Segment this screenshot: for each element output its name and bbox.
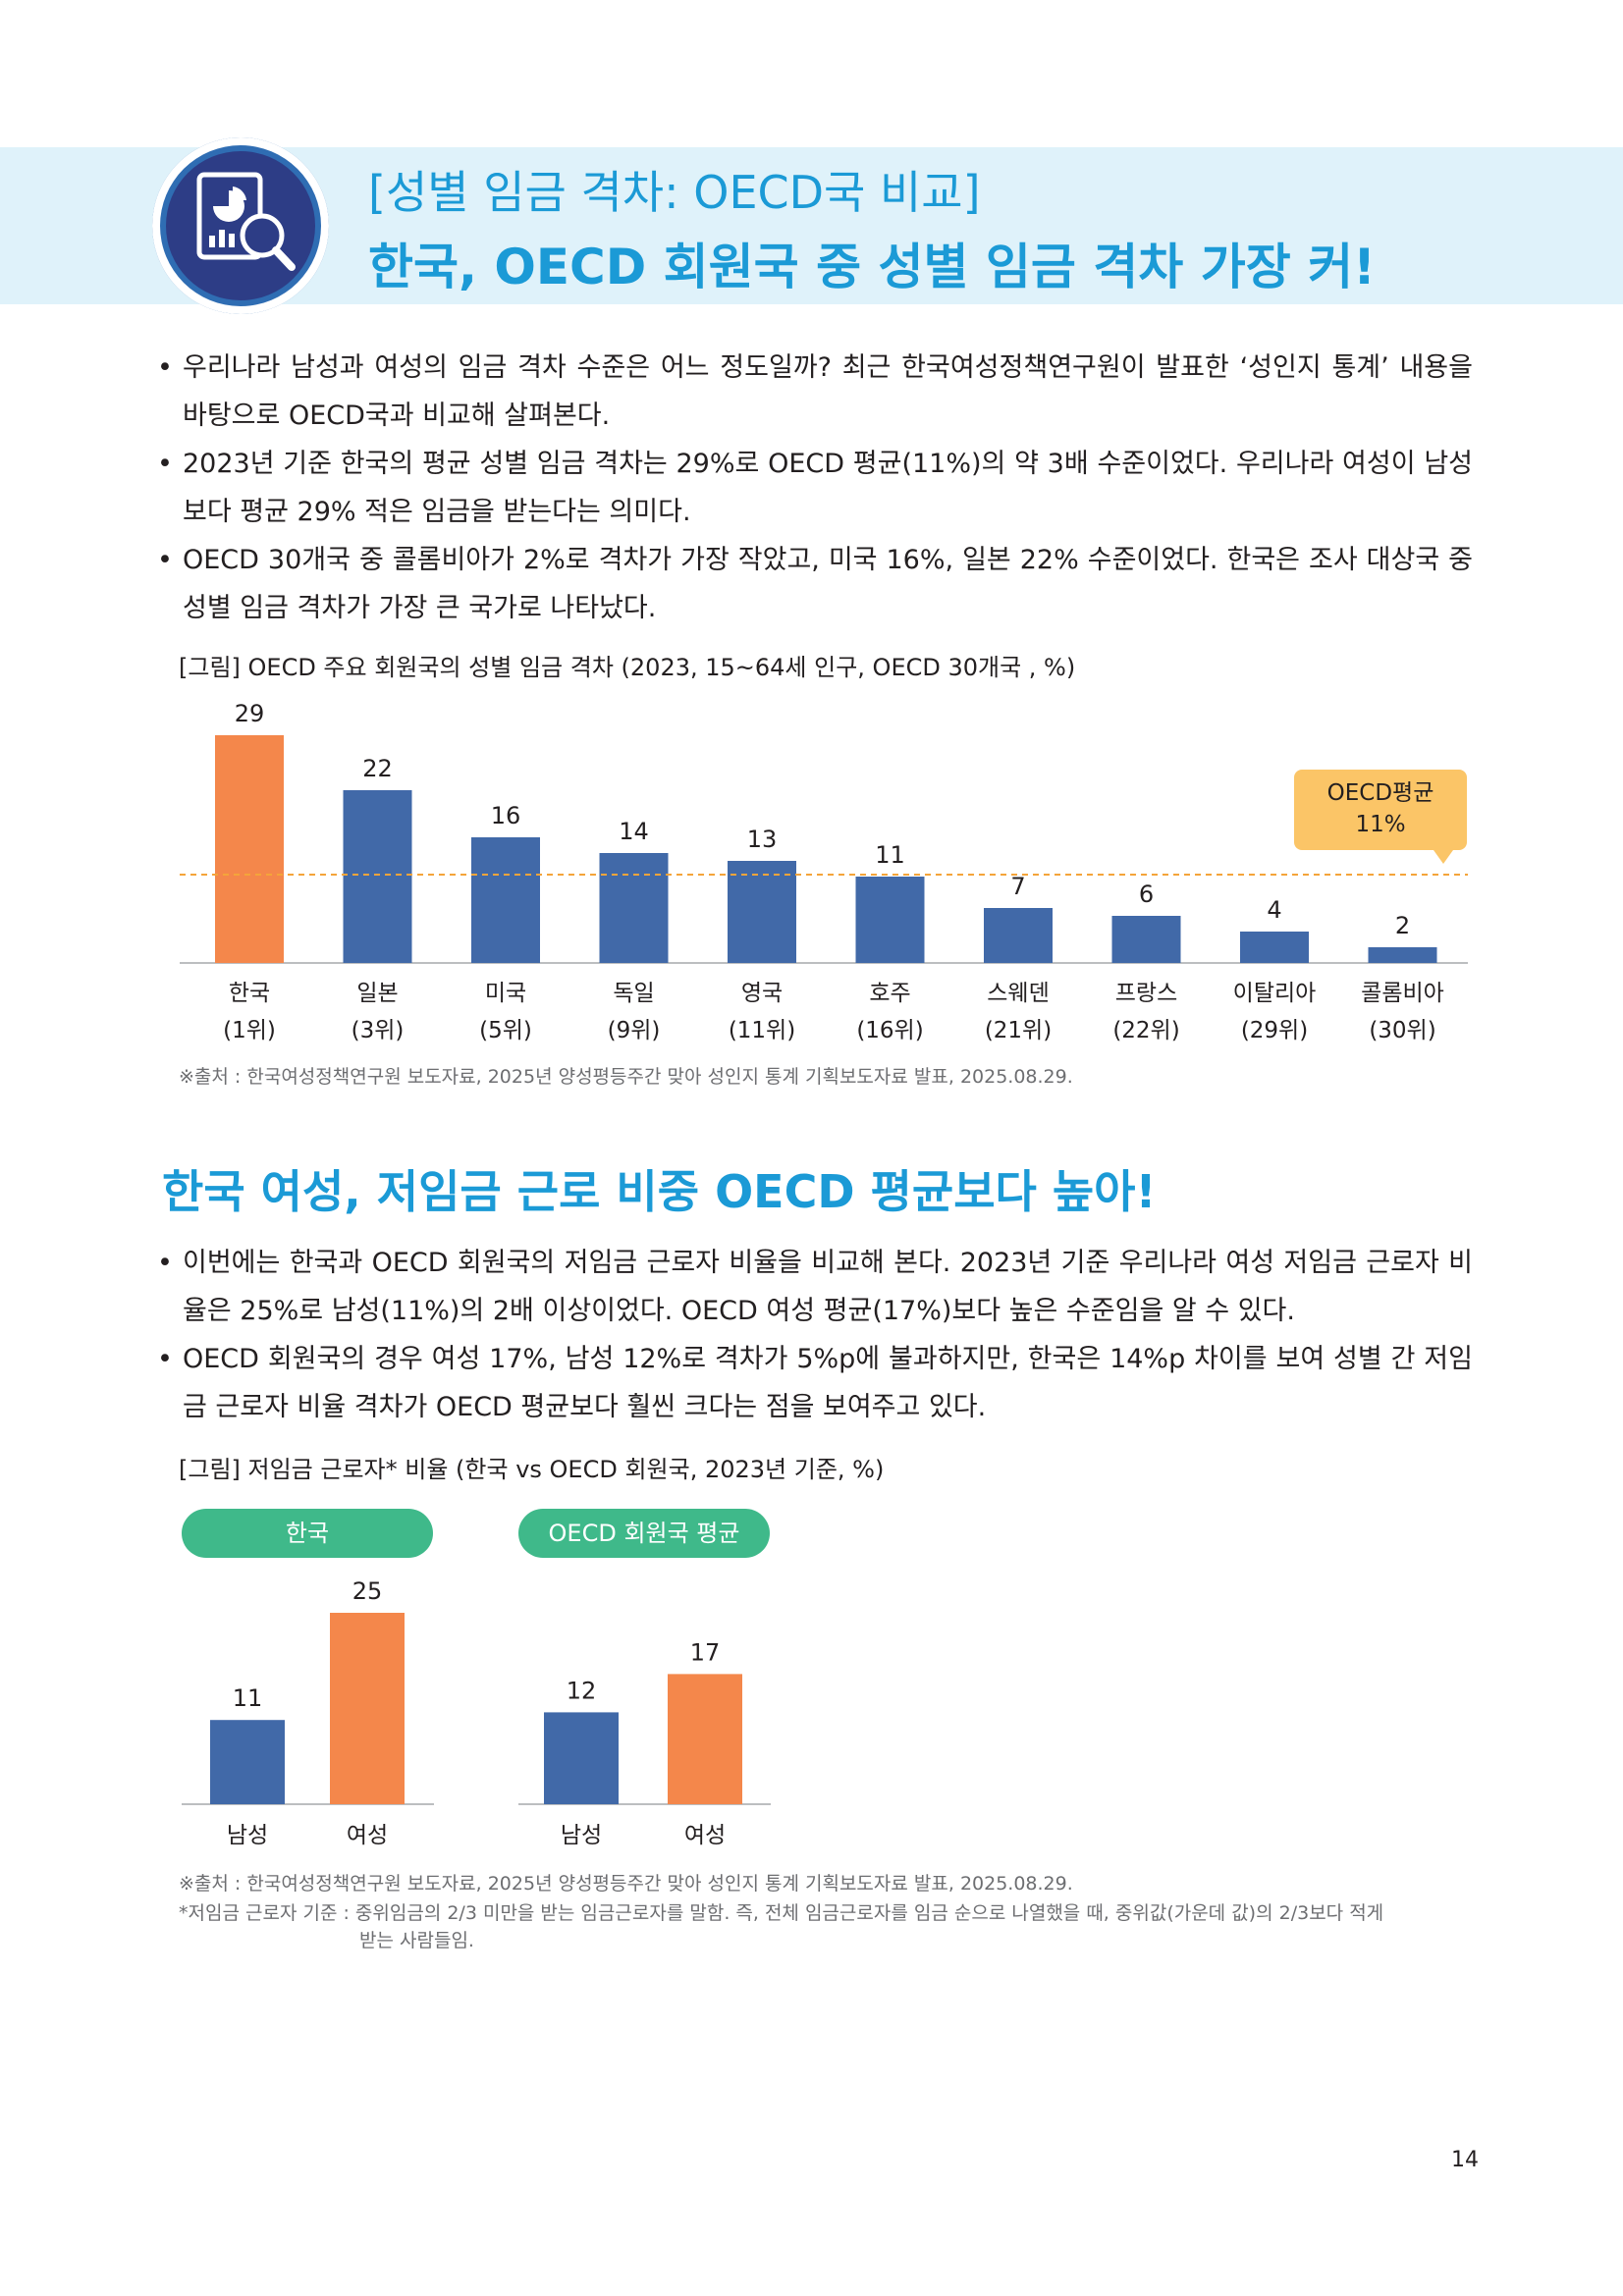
bar-1-1	[668, 1674, 742, 1804]
header-subtitle: [성별 임금 격차: OECD국 비교]	[368, 166, 981, 219]
bar-value-label: 25	[352, 1577, 383, 1605]
section2-title: 한국 여성, 저임금 근로 비중 OECD 평균보다 높아!	[162, 1165, 1157, 1218]
category-label: 남성	[227, 1823, 268, 1848]
bar-value-label: 16	[491, 802, 521, 829]
figure1-source: ※출처 : 한국여성정책연구원 보도자료, 2025년 양성평등주간 맞아 성인…	[179, 1066, 1073, 1088]
rank-label: (30위)	[1369, 1018, 1435, 1043]
category-label: 이탈리아	[1233, 981, 1317, 1006]
bar-3	[599, 853, 669, 963]
oecd-average-value: 11%	[1355, 812, 1406, 837]
bar-1	[343, 790, 412, 963]
bar-value-label: 11	[233, 1684, 263, 1712]
bar-0-1	[330, 1613, 405, 1804]
rank-label: (29위)	[1241, 1018, 1308, 1043]
header-title: 한국, OECD 회원국 중 성별 임금 격차 가장 커!	[368, 239, 1376, 295]
bar-value-label: 6	[1139, 881, 1154, 908]
bullet-item: OECD 회원국의 경우 여성 17%, 남성 12%로 격차가 5%p에 불과…	[157, 1335, 1473, 1431]
figure1-caption: [그림] OECD 주요 회원국의 성별 임금 격차 (2023, 15~64세…	[179, 654, 1076, 681]
bar-value-label: 2	[1395, 912, 1410, 939]
rank-label: (16위)	[856, 1018, 923, 1043]
category-label: 호주	[869, 981, 910, 1006]
rank-label: (9위)	[608, 1018, 661, 1043]
category-label: 미국	[485, 981, 526, 1006]
category-label: 영국	[741, 981, 783, 1006]
bar-value-label: 17	[690, 1638, 721, 1666]
bullet-item: 2023년 기준 한국의 평균 성별 임금 격차는 29%로 OECD 평균(1…	[157, 440, 1473, 536]
oecd-average-callout: OECD평균 11%	[1294, 770, 1467, 864]
category-label: 여성	[684, 1823, 726, 1848]
section2-bullets: 이번에는 한국과 OECD 회원국의 저임금 근로자 비율을 비교해 본다. 2…	[157, 1239, 1473, 1431]
rank-label: (3위)	[352, 1018, 405, 1043]
category-label: 일본	[356, 981, 398, 1006]
bar-value-label: 13	[747, 826, 778, 853]
bar-5	[855, 877, 925, 963]
bar-value-label: 4	[1267, 896, 1281, 924]
figure2-footnote: *저임금 근로자 기준 : 중위임금의 2/3 미만을 받는 임금근로자를 말함…	[179, 1902, 1384, 1924]
figure2-footnote-cont: 받는 사람들임.	[359, 1930, 474, 1951]
rank-label: (22위)	[1112, 1018, 1179, 1043]
bar-value-label: 29	[235, 700, 265, 727]
rank-label: (21위)	[985, 1018, 1052, 1043]
figure2-caption: [그림] 저임금 근로자* 비율 (한국 vs OECD 회원국, 2023년 …	[179, 1456, 885, 1483]
oecd-average-label: OECD평균	[1326, 780, 1434, 806]
figure2-source: ※출처 : 한국여성정책연구원 보도자료, 2025년 양성평등주간 맞아 성인…	[179, 1873, 1073, 1895]
bar-8	[1240, 932, 1309, 963]
pill-korea: 한국	[182, 1509, 433, 1558]
category-label: 남성	[561, 1823, 602, 1848]
bar-7	[1111, 916, 1181, 963]
bar-9	[1368, 947, 1437, 963]
bar-value-label: 14	[619, 818, 649, 845]
category-label: 여성	[347, 1823, 388, 1848]
bullet-item: 이번에는 한국과 OECD 회원국의 저임금 근로자 비율을 비교해 본다. 2…	[157, 1239, 1473, 1335]
category-label: 독일	[613, 981, 654, 1006]
bullet-item: 우리나라 남성과 여성의 임금 격차 수준은 어느 정도일까? 최근 한국여성정…	[157, 344, 1473, 440]
report-search-icon	[152, 137, 329, 314]
bar-4	[728, 861, 796, 963]
bar-6	[984, 908, 1053, 963]
category-label: 콜롬비아	[1361, 981, 1444, 1006]
bar-1-0	[544, 1712, 619, 1804]
bullet-item: OECD 30개국 중 콜롬비아가 2%로 격차가 가장 작았고, 미국 16%…	[157, 536, 1473, 632]
bar-value-label: 22	[362, 755, 393, 782]
page-number: 14	[1451, 2148, 1479, 2172]
rank-label: (11위)	[729, 1018, 795, 1043]
category-label: 스웨덴	[987, 981, 1049, 1006]
bar-2	[471, 837, 540, 963]
rank-label: (1위)	[223, 1018, 276, 1043]
pill-oecd-average: OECD 회원국 평균	[518, 1509, 770, 1558]
section1-bullets: 우리나라 남성과 여성의 임금 격차 수준은 어느 정도일까? 최근 한국여성정…	[157, 344, 1473, 632]
category-label: 한국	[229, 981, 270, 1006]
bar-value-label: 11	[875, 841, 905, 869]
bar-value-label: 12	[567, 1677, 597, 1704]
bar-0-0	[210, 1720, 285, 1804]
bar-0	[215, 735, 284, 963]
category-label: 프랑스	[1115, 981, 1177, 1006]
rank-label: (5위)	[479, 1018, 532, 1043]
bar-value-label: 7	[1010, 873, 1025, 900]
